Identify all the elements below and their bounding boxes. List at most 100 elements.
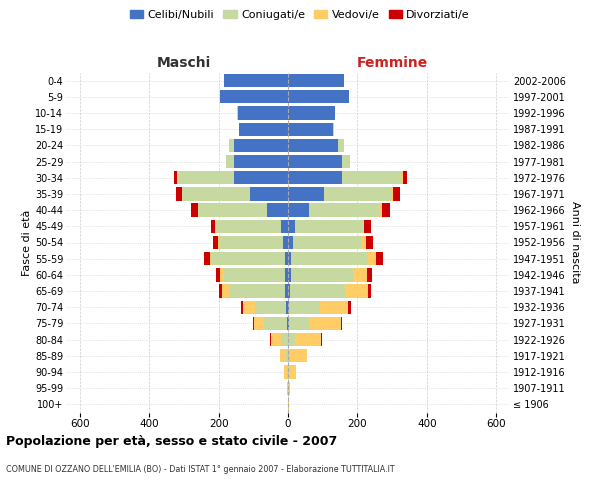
Bar xyxy=(288,90,349,104)
Bar xyxy=(366,236,373,249)
Bar xyxy=(220,284,222,298)
Bar xyxy=(284,284,288,298)
Bar xyxy=(288,74,343,87)
Bar xyxy=(361,236,366,249)
Bar xyxy=(309,204,380,217)
Bar xyxy=(288,398,289,411)
Bar xyxy=(234,155,288,168)
Bar xyxy=(288,252,292,266)
Bar xyxy=(320,300,348,314)
Bar xyxy=(288,268,291,281)
Bar xyxy=(210,252,212,266)
Bar xyxy=(353,268,367,281)
Bar xyxy=(292,252,368,266)
Text: COMUNE DI OZZANO DELL'EMILIA (BO) - Dati ISTAT 1° gennaio 2007 - Elaborazione TU: COMUNE DI OZZANO DELL'EMILIA (BO) - Dati… xyxy=(6,465,395,474)
Bar xyxy=(250,188,288,200)
Bar xyxy=(283,236,288,249)
Bar xyxy=(269,333,271,346)
Bar xyxy=(345,284,368,298)
Bar xyxy=(220,90,288,104)
Bar xyxy=(177,171,234,184)
Bar xyxy=(271,333,281,346)
Bar xyxy=(239,122,288,136)
Bar xyxy=(284,268,288,281)
Bar xyxy=(222,284,229,298)
Bar xyxy=(238,106,288,120)
Bar xyxy=(288,155,342,168)
Bar xyxy=(368,284,371,298)
Legend: Celibi/Nubili, Coniugati/e, Vedovi/e, Divorziati/e: Celibi/Nubili, Coniugati/e, Vedovi/e, Di… xyxy=(125,6,475,25)
Bar xyxy=(289,317,310,330)
Bar xyxy=(287,366,288,378)
Bar xyxy=(348,300,351,314)
Bar xyxy=(342,155,350,168)
Bar xyxy=(288,284,290,298)
Text: Femmine: Femmine xyxy=(356,56,428,70)
Bar xyxy=(212,252,284,266)
Bar xyxy=(325,188,392,200)
Bar xyxy=(265,317,287,330)
Bar xyxy=(288,220,295,233)
Text: Popolazione per età, sesso e stato civile - 2007: Popolazione per età, sesso e stato civil… xyxy=(6,435,337,448)
Bar xyxy=(295,333,321,346)
Bar xyxy=(211,220,215,233)
Bar xyxy=(288,236,293,249)
Bar xyxy=(289,366,296,378)
Bar xyxy=(289,300,320,314)
Bar xyxy=(295,220,362,233)
Bar xyxy=(241,300,243,314)
Bar xyxy=(229,284,284,298)
Bar xyxy=(288,188,325,200)
Bar xyxy=(367,268,372,281)
Text: Maschi: Maschi xyxy=(157,56,211,70)
Bar xyxy=(224,74,288,87)
Bar xyxy=(333,122,334,136)
Bar xyxy=(234,171,288,184)
Y-axis label: Anni di nascita: Anni di nascita xyxy=(570,201,580,283)
Bar xyxy=(288,349,290,362)
Bar xyxy=(254,317,265,330)
Bar xyxy=(267,204,288,217)
Bar xyxy=(290,349,307,362)
Bar xyxy=(362,220,364,233)
Bar xyxy=(226,155,234,168)
Bar xyxy=(253,317,254,330)
Bar xyxy=(213,236,218,249)
Bar xyxy=(234,138,288,152)
Bar xyxy=(393,188,400,200)
Bar xyxy=(293,236,361,249)
Bar xyxy=(364,220,371,233)
Bar xyxy=(280,349,286,362)
Y-axis label: Fasce di età: Fasce di età xyxy=(22,210,32,276)
Bar xyxy=(284,366,287,378)
Bar xyxy=(281,333,288,346)
Bar xyxy=(204,252,210,266)
Bar xyxy=(321,333,322,346)
Bar xyxy=(286,300,288,314)
Bar xyxy=(198,204,267,217)
Bar xyxy=(288,122,333,136)
Bar xyxy=(288,204,309,217)
Bar xyxy=(290,284,345,298)
Bar xyxy=(288,106,335,120)
Bar xyxy=(218,236,283,249)
Bar xyxy=(288,333,295,346)
Bar xyxy=(288,366,289,378)
Bar xyxy=(174,171,177,184)
Bar xyxy=(288,171,342,184)
Bar xyxy=(286,349,288,362)
Bar xyxy=(382,204,391,217)
Bar xyxy=(392,188,393,200)
Bar xyxy=(291,268,353,281)
Bar xyxy=(229,138,234,152)
Bar xyxy=(243,300,255,314)
Bar xyxy=(380,204,382,217)
Bar xyxy=(288,382,290,395)
Bar xyxy=(342,171,403,184)
Bar xyxy=(403,171,407,184)
Bar xyxy=(288,300,289,314)
Bar xyxy=(368,252,376,266)
Bar xyxy=(310,317,341,330)
Bar xyxy=(220,268,224,281)
Bar xyxy=(288,138,338,152)
